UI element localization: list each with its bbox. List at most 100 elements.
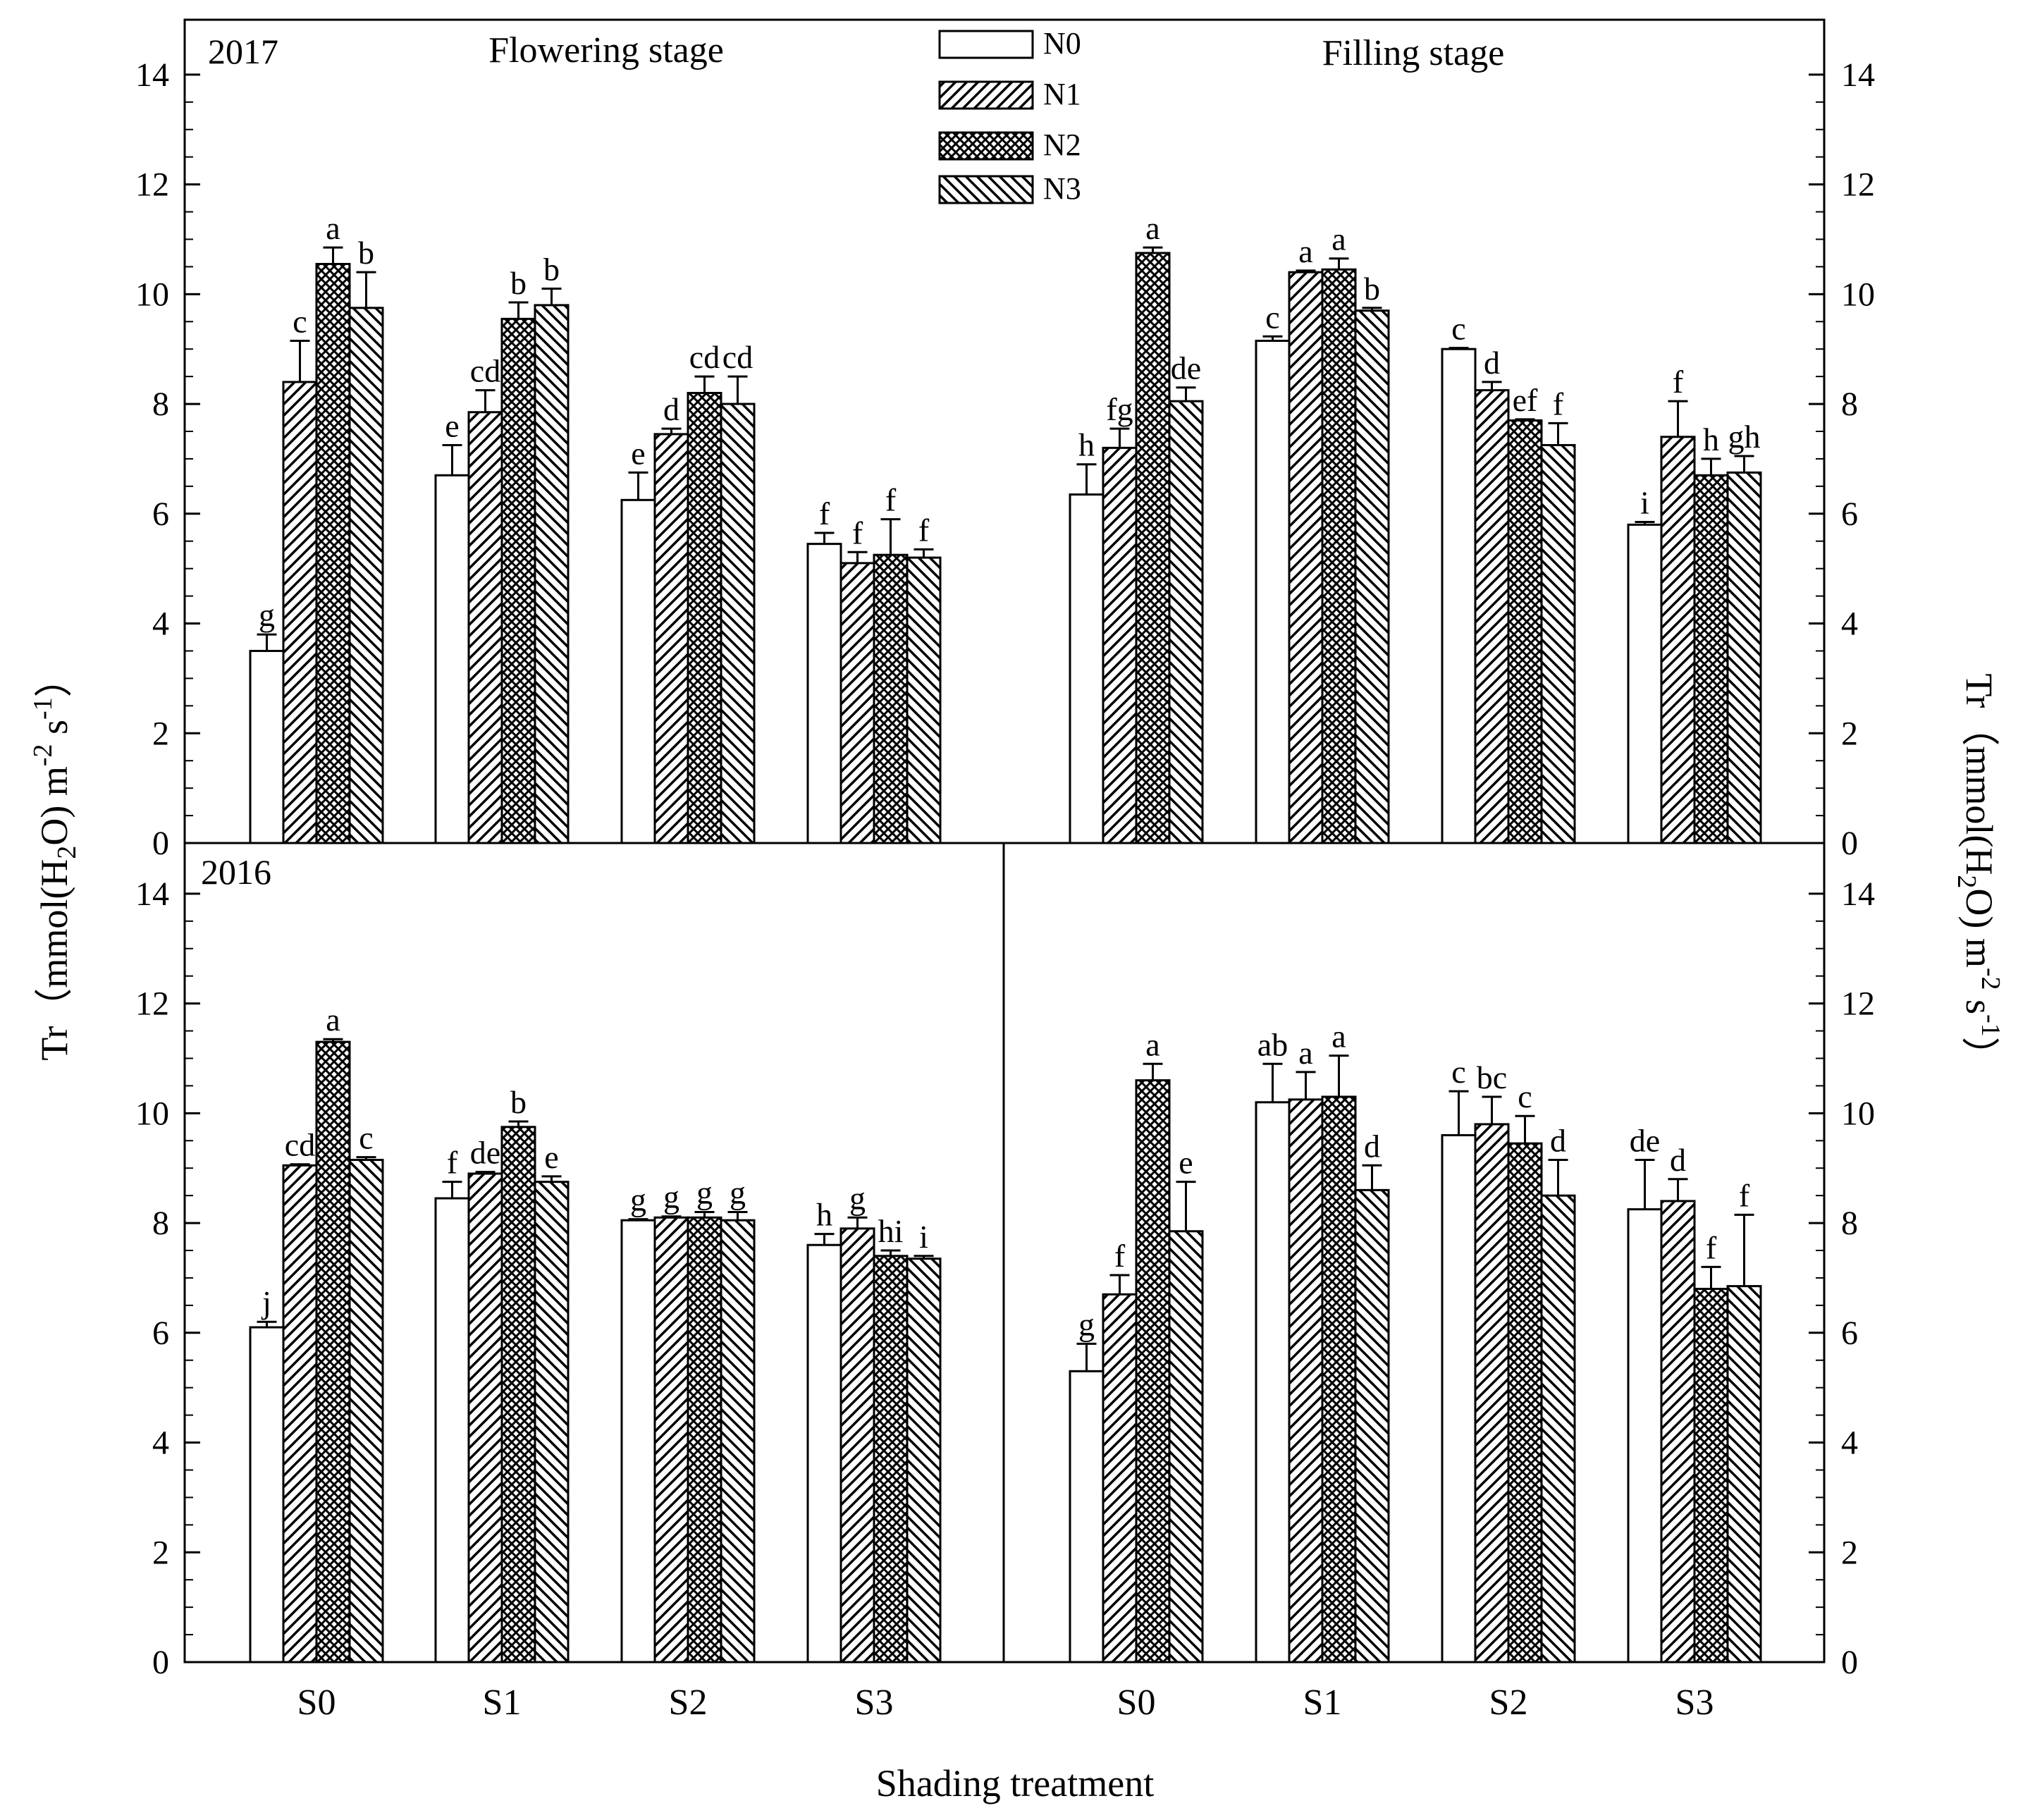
bar-2016-flowering-s2-n0 bbox=[620, 1219, 656, 1664]
significance-letter: i bbox=[1640, 484, 1649, 520]
bar-panel3-filling-s3-n0 bbox=[1627, 1208, 1663, 1664]
significance-letter: f bbox=[1739, 1177, 1750, 1213]
x-tick-label-s2: S2 bbox=[1489, 1683, 1528, 1723]
significance-letter: e bbox=[1179, 1145, 1193, 1181]
y-tick-label-left-top: 6 bbox=[152, 496, 169, 533]
significance-letter: a bbox=[1298, 1035, 1312, 1071]
significance-letter: c bbox=[1451, 311, 1465, 347]
y-axis-title-left: Tr（mmol(H2O) m-2 s-1） bbox=[28, 659, 82, 1060]
bar-panel3-filling-s2-n0 bbox=[1441, 1133, 1477, 1664]
bar-panel1-filling-s2-n3 bbox=[1540, 443, 1576, 844]
significance-letter: a bbox=[326, 210, 340, 246]
bar-panel3-filling-s2-n2 bbox=[1507, 1142, 1543, 1664]
legend-swatch-n1 bbox=[938, 80, 1034, 110]
significance-letter: a bbox=[326, 1002, 340, 1038]
significance-letter: g bbox=[663, 1179, 679, 1215]
significance-letter: g bbox=[849, 1180, 866, 1216]
significance-letter: c bbox=[1265, 299, 1279, 335]
y-tick-label-left-top: 4 bbox=[152, 605, 169, 643]
bar-2017-flowering-s0-n3 bbox=[348, 307, 384, 844]
legend-label-n3: N3 bbox=[1043, 171, 1081, 206]
significance-letter: h bbox=[1703, 422, 1719, 457]
significance-letter: g bbox=[630, 1182, 646, 1218]
y-tick-label-left-bottom: 2 bbox=[152, 1534, 169, 1571]
bar-panel3-filling-s1-n3 bbox=[1354, 1188, 1390, 1664]
legend: N0 N1 N2 N3 bbox=[938, 26, 1081, 206]
significance-letter: ab bbox=[1257, 1026, 1288, 1062]
significance-letter: de bbox=[1171, 350, 1201, 386]
bar-2017-flowering-s1-n3 bbox=[534, 304, 570, 844]
bars-layer bbox=[249, 246, 1762, 1664]
significance-letter: bc bbox=[1477, 1059, 1507, 1095]
significance-letter: b bbox=[358, 235, 374, 271]
y-tick-label-right-top: 14 bbox=[1841, 56, 1875, 94]
legend-label-n0: N0 bbox=[1043, 26, 1081, 61]
significance-letter: cd bbox=[285, 1127, 315, 1163]
y-tick-label-left-top: 14 bbox=[135, 56, 169, 94]
bar-2016-flowering-s1-n3 bbox=[534, 1181, 570, 1664]
bar-2016-flowering-s3-n0 bbox=[806, 1243, 842, 1664]
significance-letter: f bbox=[1673, 364, 1684, 400]
bar-panel3-filling-s0-n1 bbox=[1102, 1293, 1138, 1664]
x-axis-title: Shading treatment bbox=[876, 1762, 1154, 1804]
bar-panel1-filling-s3-n3 bbox=[1726, 471, 1762, 844]
bar-panel1-filling-s3-n1 bbox=[1660, 436, 1696, 844]
significance-letter: d bbox=[1670, 1142, 1686, 1178]
significance-letter: cd bbox=[689, 339, 720, 375]
legend-label-n2: N2 bbox=[1043, 128, 1081, 162]
significance-letter: d bbox=[1550, 1123, 1566, 1159]
bar-2016-flowering-s1-n2 bbox=[500, 1126, 536, 1664]
significance-letter: cd bbox=[470, 353, 500, 389]
bar-2017-flowering-s3-n0 bbox=[806, 543, 842, 844]
significance-letter: i bbox=[919, 1219, 928, 1255]
y-tick-label-left-bottom: 0 bbox=[152, 1644, 169, 1681]
y-tick-label-right-bottom: 14 bbox=[1841, 875, 1875, 913]
significance-letter: f bbox=[819, 496, 830, 531]
significance-letter: ef bbox=[1513, 382, 1538, 418]
bar-2017-flowering-s3-n3 bbox=[906, 556, 942, 844]
y-tick-label-right-top: 4 bbox=[1841, 605, 1858, 643]
bar-panel1-filling-s1-n0 bbox=[1255, 340, 1291, 844]
y-tick-label-right-bottom: 10 bbox=[1841, 1095, 1875, 1132]
y-tick-label-right-top: 10 bbox=[1841, 276, 1875, 313]
bar-panel3-filling-s1-n1 bbox=[1288, 1098, 1324, 1664]
bar-panel3-filling-s3-n3 bbox=[1726, 1285, 1762, 1664]
y-tick-label-right-bottom: 8 bbox=[1841, 1205, 1858, 1242]
y-tick-label-left-top: 10 bbox=[135, 276, 169, 313]
y-tick-label-left-bottom: 6 bbox=[152, 1315, 169, 1352]
bar-2017-flowering-s1-n0 bbox=[434, 474, 470, 844]
bar-panel1-filling-s0-n0 bbox=[1069, 493, 1105, 844]
x-tick-label-s3: S3 bbox=[855, 1683, 894, 1723]
y-tick-label-right-top: 6 bbox=[1841, 496, 1858, 533]
x-tick-label-s1: S1 bbox=[483, 1683, 522, 1723]
bar-2017-flowering-s2-n0 bbox=[620, 498, 656, 844]
axes-frame bbox=[183, 18, 1826, 1664]
significance-letter: hi bbox=[878, 1213, 904, 1249]
x-tick-label-s0: S0 bbox=[1117, 1683, 1156, 1723]
flowering-stage-title: Flowering stage bbox=[488, 30, 724, 70]
y-tick-label-right-bottom: 2 bbox=[1841, 1534, 1858, 1571]
x-tick-label-s0: S0 bbox=[297, 1683, 336, 1723]
bar-panel3-filling-s0-n0 bbox=[1069, 1370, 1105, 1664]
bar-panel3-filling-s1-n0 bbox=[1255, 1101, 1291, 1664]
bar-panel3-filling-s0-n3 bbox=[1168, 1230, 1204, 1664]
significance-letter: h bbox=[1078, 427, 1095, 463]
significance-letter: e bbox=[544, 1139, 558, 1175]
bar-2017-flowering-s1-n2 bbox=[500, 317, 536, 844]
significance-letter: f bbox=[852, 515, 863, 551]
significance-letter: a bbox=[1331, 1019, 1346, 1055]
filling-stage-title: Filling stage bbox=[1322, 33, 1505, 73]
significance-letter: a bbox=[1145, 210, 1159, 246]
y-tick-label-left-bottom: 14 bbox=[135, 875, 169, 913]
significance-letter: c bbox=[359, 1120, 373, 1156]
bar-2017-flowering-s1-n1 bbox=[467, 411, 503, 844]
bar-panel1-filling-s1-n3 bbox=[1354, 309, 1390, 844]
significance-letter: b bbox=[510, 265, 527, 301]
significance-letter: a bbox=[1145, 1026, 1159, 1062]
bar-2016-flowering-s0-n3 bbox=[348, 1159, 384, 1664]
significance-letter: f bbox=[1553, 386, 1564, 422]
legend-label-n1: N1 bbox=[1043, 77, 1081, 111]
bar-2017-flowering-s2-n2 bbox=[687, 391, 722, 844]
bar-panel3-filling-s3-n1 bbox=[1660, 1200, 1696, 1664]
y-tick-label-left-bottom: 8 bbox=[152, 1205, 169, 1242]
